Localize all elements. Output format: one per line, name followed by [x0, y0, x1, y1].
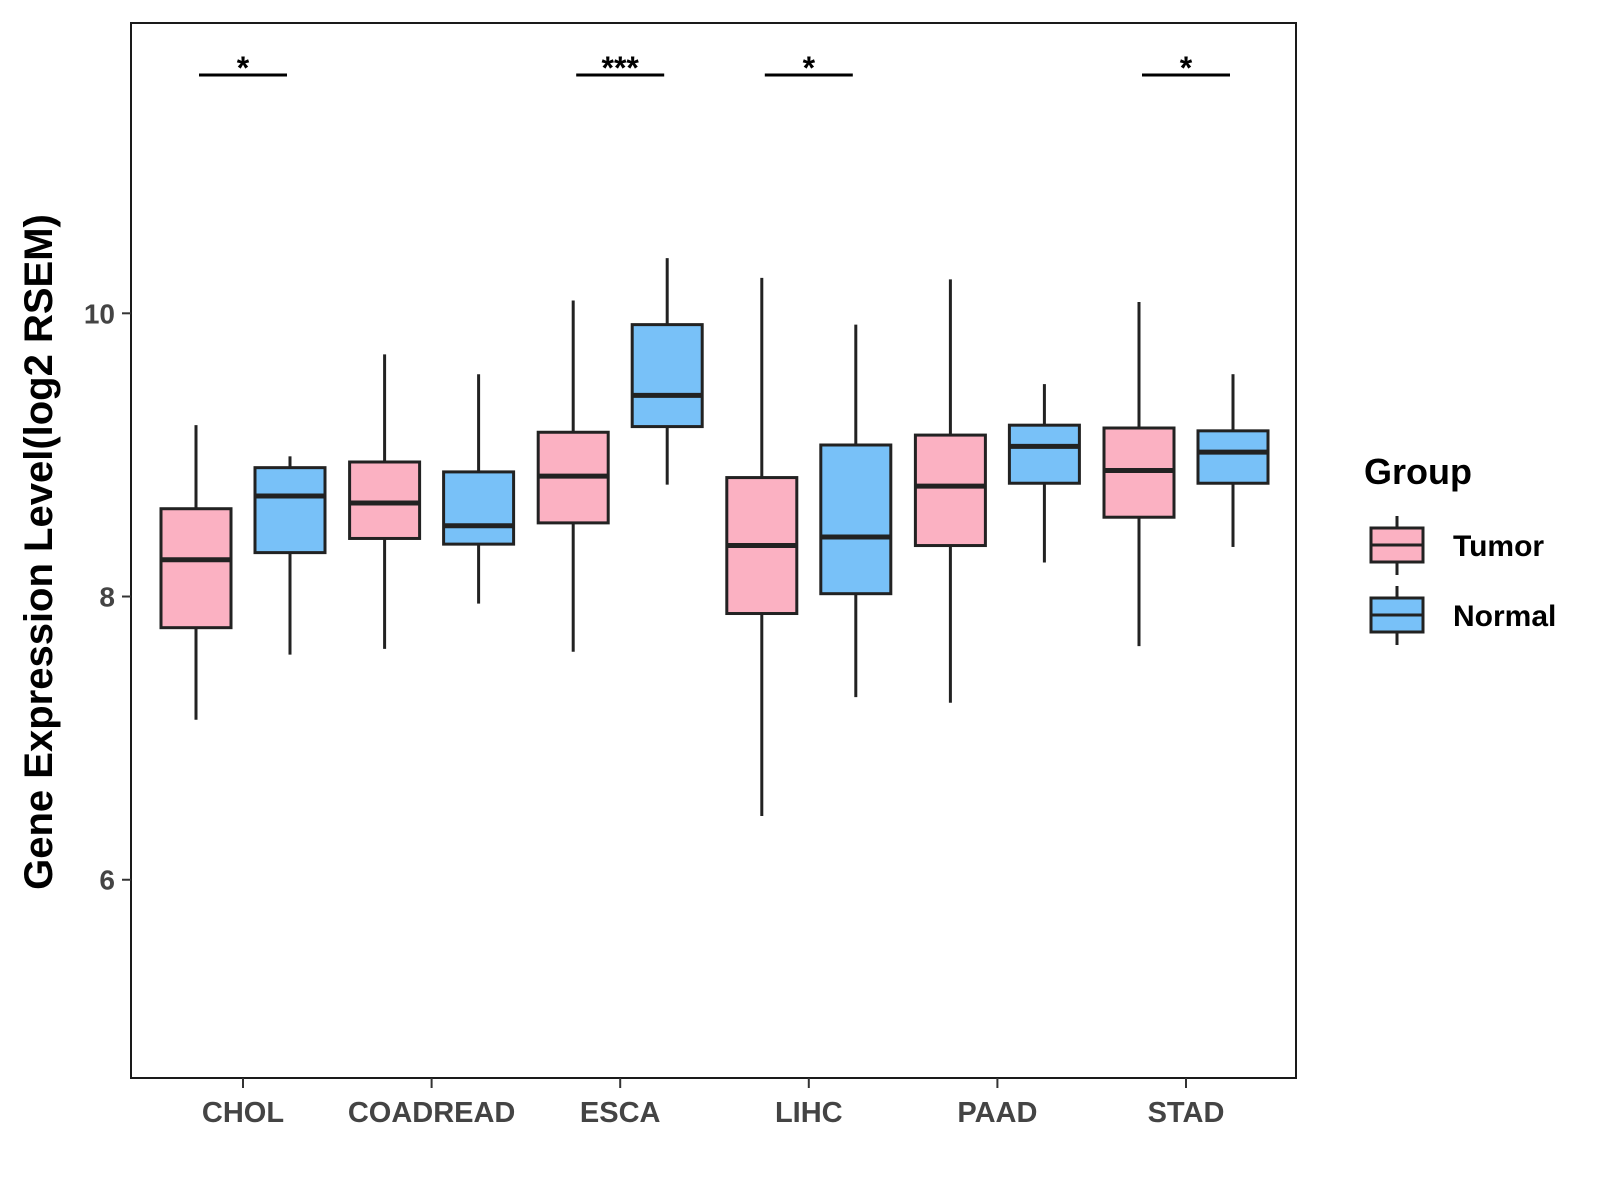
significance-chol: * — [199, 50, 287, 86]
legend-item-tumor: Tumor — [1369, 516, 1544, 575]
significance-label: * — [237, 50, 250, 86]
box-esca-tumor — [536, 300, 610, 652]
x-tick-label: COADREAD — [348, 1097, 516, 1129]
box-stad-tumor — [1102, 301, 1176, 647]
legend-label: Tumor — [1453, 530, 1544, 563]
significance-label: * — [803, 50, 816, 86]
box-chol-normal — [253, 456, 327, 655]
box-body — [348, 460, 422, 540]
box-body — [442, 470, 516, 546]
legend-title: Group — [1364, 451, 1472, 492]
box-paad-normal — [1007, 384, 1081, 563]
box-lihc-normal — [819, 324, 893, 698]
x-tick-label: CHOL — [202, 1097, 284, 1129]
chart-axes: 6 8 10 CHOL COADREAD ESCA LIHC PAAD STAD — [84, 298, 1225, 1129]
significance-esca: *** — [576, 50, 665, 86]
legend: Group Tumor Normal — [1364, 451, 1556, 645]
box-body — [1007, 423, 1081, 485]
box-body — [159, 507, 233, 630]
box-esca-normal — [630, 258, 704, 485]
box-stad-normal — [1196, 374, 1270, 547]
x-tick-label: ESCA — [580, 1097, 661, 1129]
box-body — [1196, 429, 1270, 485]
box-body — [819, 443, 893, 596]
box-coadread-tumor — [348, 354, 422, 649]
box-body — [913, 433, 987, 548]
box-lihc-tumor — [725, 277, 799, 817]
y-axis-label: Gene Expression Level(log2 RSEM) — [17, 214, 61, 890]
chart-marks: * *** * * — [159, 50, 1270, 817]
y-tick-label: 8 — [99, 582, 115, 613]
box-chol-tumor — [159, 425, 233, 720]
box-body — [630, 323, 704, 429]
box-body — [253, 466, 327, 555]
y-tick-label: 10 — [84, 298, 115, 329]
significance-stad: * — [1142, 50, 1230, 86]
significance-lihc: * — [764, 50, 853, 86]
legend-label: Normal — [1453, 600, 1556, 633]
box-coadread-normal — [442, 374, 516, 604]
x-tick-label: PAAD — [957, 1097, 1037, 1129]
x-tick-label: LIHC — [775, 1097, 843, 1129]
significance-label: *** — [602, 50, 640, 86]
box-paad-tumor — [913, 279, 987, 703]
x-tick-label: STAD — [1148, 1097, 1225, 1129]
y-tick-label: 6 — [99, 865, 115, 896]
legend-item-normal: Normal — [1369, 586, 1556, 645]
significance-label: * — [1180, 50, 1193, 86]
